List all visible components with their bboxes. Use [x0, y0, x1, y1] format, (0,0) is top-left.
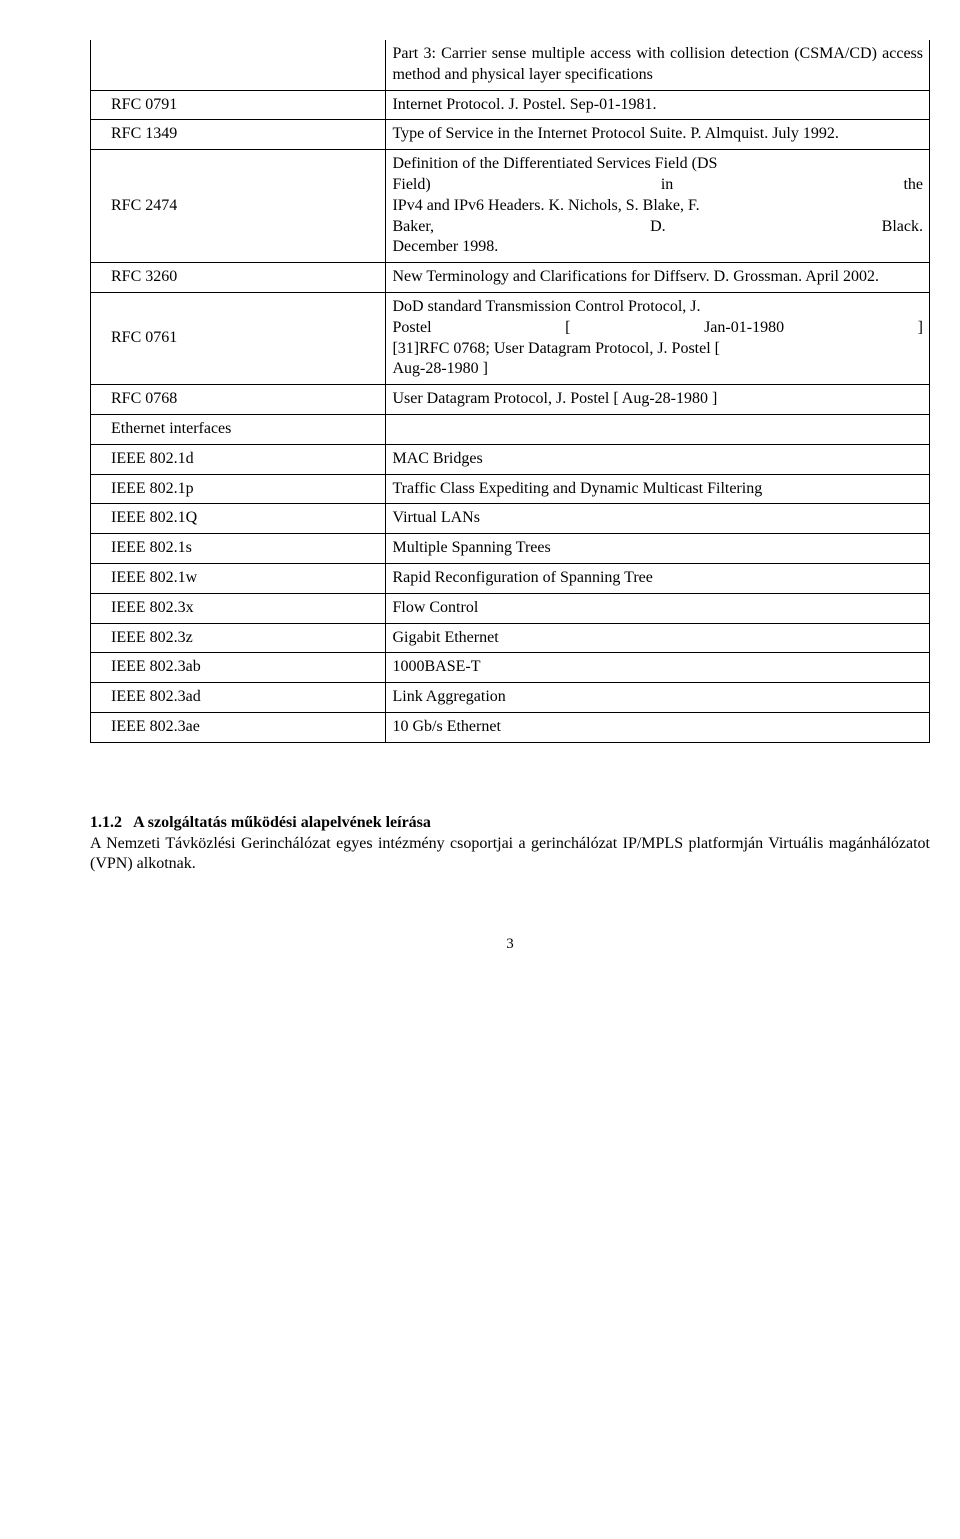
description-cell: Multiple Spanning Trees [386, 534, 930, 564]
description-cell: 1000BASE-T [386, 653, 930, 683]
description-cell: Traffic Class Expediting and Dynamic Mul… [386, 474, 930, 504]
standard-cell: IEEE 802.1d [91, 444, 386, 474]
description-cell: Part 3: Carrier sense multiple access wi… [386, 40, 930, 90]
table-row: RFC 3260New Terminology and Clarificatio… [91, 263, 930, 293]
standard-cell: RFC 2474 [91, 150, 386, 263]
table-row: RFC 0791Internet Protocol. J. Postel. Se… [91, 90, 930, 120]
table-row: RFC 0761DoD standard Transmission Contro… [91, 292, 930, 384]
table-row: IEEE 802.1QVirtual LANs [91, 504, 930, 534]
table-row: RFC 2474Definition of the Differentiated… [91, 150, 930, 263]
standard-cell: IEEE 802.3ad [91, 683, 386, 713]
table-row: IEEE 802.1pTraffic Class Expediting and … [91, 474, 930, 504]
standard-cell: IEEE 802.3ab [91, 653, 386, 683]
section-body-text: A Nemzeti Távközlési Gerinchálózat egyes… [90, 835, 930, 873]
table-row: RFC 1349Type of Service in the Internet … [91, 120, 930, 150]
standard-cell: Ethernet interfaces [91, 414, 386, 444]
description-cell: Gigabit Ethernet [386, 623, 930, 653]
description-cell: MAC Bridges [386, 444, 930, 474]
description-cell: Virtual LANs [386, 504, 930, 534]
table-row: IEEE 802.3adLink Aggregation [91, 683, 930, 713]
table-row: IEEE 802.3ae10 Gb/s Ethernet [91, 712, 930, 742]
standard-cell: RFC 0791 [91, 90, 386, 120]
standard-cell: RFC 3260 [91, 263, 386, 293]
table-row: IEEE 802.3xFlow Control [91, 593, 930, 623]
table-row: IEEE 802.1sMultiple Spanning Trees [91, 534, 930, 564]
standard-cell: RFC 1349 [91, 120, 386, 150]
description-cell [386, 414, 930, 444]
standard-cell [91, 40, 386, 90]
standard-cell: IEEE 802.1s [91, 534, 386, 564]
section-number: 1.1.2 [90, 814, 122, 831]
section-title: A szolgáltatás működési alapelvének leír… [133, 814, 431, 831]
standard-cell: IEEE 802.1Q [91, 504, 386, 534]
description-cell: Rapid Reconfiguration of Spanning Tree [386, 563, 930, 593]
table-row: RFC 0768User Datagram Protocol, J. Poste… [91, 385, 930, 415]
standard-cell: IEEE 802.1w [91, 563, 386, 593]
description-cell: DoD standard Transmission Control Protoc… [386, 292, 930, 384]
description-cell: Definition of the Differentiated Service… [386, 150, 930, 263]
standard-cell: RFC 0768 [91, 385, 386, 415]
description-cell: Link Aggregation [386, 683, 930, 713]
table-row: Ethernet interfaces [91, 414, 930, 444]
standard-cell: RFC 0761 [91, 292, 386, 384]
standard-cell: IEEE 802.3z [91, 623, 386, 653]
standard-cell: IEEE 802.3x [91, 593, 386, 623]
description-cell: User Datagram Protocol, J. Postel [ Aug-… [386, 385, 930, 415]
page-number: 3 [90, 935, 930, 955]
table-row: IEEE 802.3zGigabit Ethernet [91, 623, 930, 653]
section-1-1-2: 1.1.2 A szolgáltatás működési alapelvéne… [90, 813, 930, 875]
description-cell: Internet Protocol. J. Postel. Sep-01-198… [386, 90, 930, 120]
table-row: IEEE 802.1dMAC Bridges [91, 444, 930, 474]
standard-cell: IEEE 802.1p [91, 474, 386, 504]
table-row: IEEE 802.3ab1000BASE-T [91, 653, 930, 683]
description-cell: New Terminology and Clarifications for D… [386, 263, 930, 293]
table-row: Part 3: Carrier sense multiple access wi… [91, 40, 930, 90]
standard-cell: IEEE 802.3ae [91, 712, 386, 742]
description-cell: 10 Gb/s Ethernet [386, 712, 930, 742]
table-row: IEEE 802.1wRapid Reconfiguration of Span… [91, 563, 930, 593]
standards-table: Part 3: Carrier sense multiple access wi… [90, 40, 930, 743]
description-cell: Flow Control [386, 593, 930, 623]
description-cell: Type of Service in the Internet Protocol… [386, 120, 930, 150]
